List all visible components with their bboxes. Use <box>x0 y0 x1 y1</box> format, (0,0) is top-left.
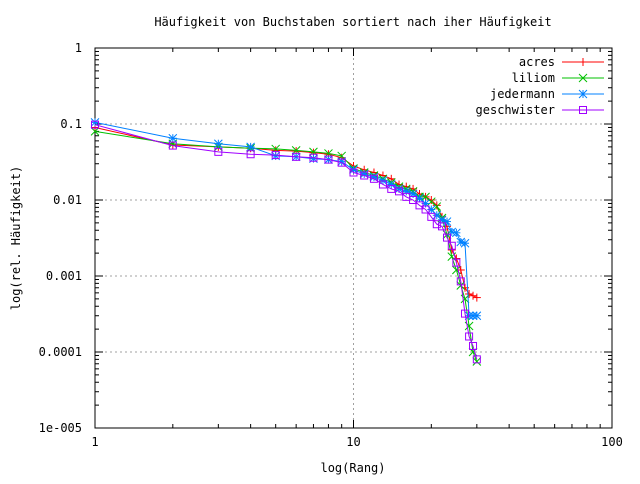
data-point-jedermann <box>442 217 452 226</box>
data-point-geschwister <box>452 258 461 267</box>
data-point-geschwister <box>91 120 99 129</box>
data-point-acres <box>465 289 474 298</box>
legend-label-liliom: liliom <box>512 71 555 85</box>
x-tick-label: 100 <box>601 435 623 449</box>
legend-marker-acres <box>579 58 587 66</box>
y-axis-label: log(rel. Häufigkeit) <box>9 166 23 311</box>
data-point-geschwister <box>438 222 447 231</box>
grid <box>95 48 612 428</box>
data-point-geschwister <box>337 158 346 167</box>
y-tick-label: 0.001 <box>46 269 82 283</box>
legend-label-geschwister: geschwister <box>476 103 555 117</box>
data-point-geschwister <box>461 309 470 318</box>
data-point-geschwister <box>427 212 436 221</box>
data-point-geschwister <box>409 196 418 204</box>
data-point-jedermann <box>213 139 223 149</box>
data-point-liliom <box>456 281 466 290</box>
data-point-liliom <box>472 357 482 366</box>
data-point-acres <box>472 293 481 302</box>
data-point-geschwister <box>469 341 478 350</box>
data-point-geschwister <box>443 233 452 242</box>
data-point-geschwister <box>465 332 474 341</box>
data-point-liliom <box>90 127 100 136</box>
y-tick-label: 1e-005 <box>39 421 82 435</box>
data-point-geschwister <box>387 184 396 193</box>
x-tick-label: 10 <box>346 435 360 449</box>
y-tick-label: 0.01 <box>53 193 82 207</box>
data-point-jedermann <box>472 311 482 321</box>
plot-frame <box>94 47 613 429</box>
data-point-jedermann <box>246 142 255 152</box>
data-point-geschwister <box>168 141 177 150</box>
legend-label-jedermann: jedermann <box>490 87 555 101</box>
data-point-geschwister <box>456 277 465 286</box>
data-point-jedermann <box>369 172 379 182</box>
series-geschwister <box>91 120 481 364</box>
legend-marker-jedermann <box>578 89 588 99</box>
data-point-geschwister <box>271 151 280 160</box>
data-point-geschwister <box>378 180 387 189</box>
data-point-geschwister <box>472 355 481 364</box>
chart-title: Häufigkeit von Buchstaben sortiert nach … <box>154 15 551 29</box>
data-point-geschwister <box>324 155 333 164</box>
data-point-geschwister <box>432 220 441 229</box>
data-point-geschwister <box>395 187 404 196</box>
legend-marker-geschwister <box>579 106 587 114</box>
data-point-geschwister <box>447 241 456 250</box>
data-point-geschwister <box>369 174 378 183</box>
data-point-acres <box>432 201 441 210</box>
data-point-geschwister <box>421 205 430 214</box>
data-point-geschwister <box>360 171 369 180</box>
data-point-jedermann <box>460 238 470 248</box>
data-point-jedermann <box>168 133 178 143</box>
legend: acres liliom jedermann geschwister <box>476 55 604 117</box>
data-point-jedermann <box>452 228 461 238</box>
data-point-geschwister <box>246 150 255 159</box>
data-point-jedermann <box>432 210 442 220</box>
y-tick-label: 0.0001 <box>39 345 82 359</box>
axes: 1 10 100 1 0.1 0.01 0.001 0.0001 1e-005 <box>39 41 623 449</box>
data-point-liliom <box>421 192 430 202</box>
y-tick-label: 1 <box>75 41 82 55</box>
data-point-acres <box>469 291 478 300</box>
data-point-jedermann <box>401 186 411 196</box>
legend-label-acres: acres <box>519 55 555 69</box>
data-point-geschwister <box>349 168 358 177</box>
series-group <box>90 118 482 366</box>
data-point-jedermann <box>394 184 404 194</box>
data-point-geschwister <box>292 152 301 161</box>
x-axis-label: log(Rang) <box>320 461 385 475</box>
data-point-geschwister <box>214 147 223 156</box>
data-point-geschwister <box>309 153 318 162</box>
y-tick-label: 0.1 <box>60 117 82 131</box>
data-point-geschwister <box>415 201 424 210</box>
legend-marker-liliom <box>578 73 588 83</box>
x-tick-label: 1 <box>91 435 98 449</box>
